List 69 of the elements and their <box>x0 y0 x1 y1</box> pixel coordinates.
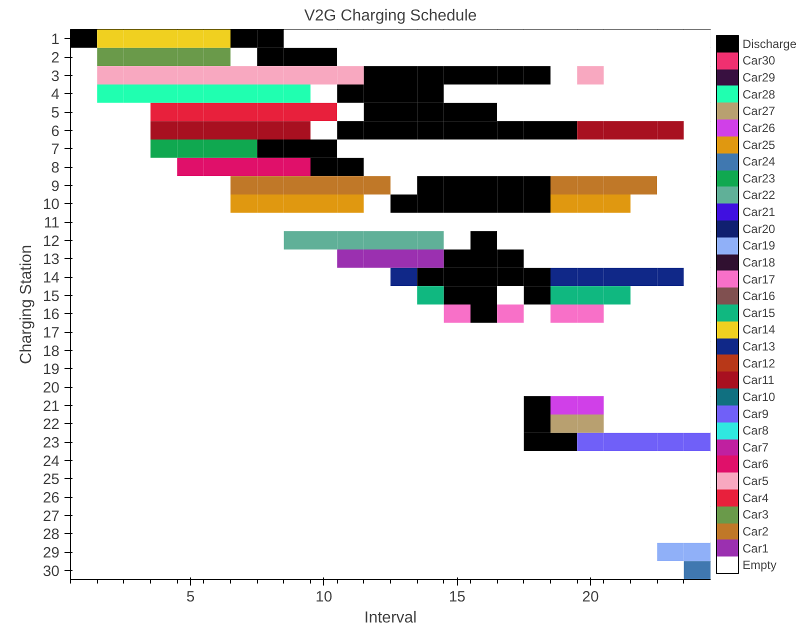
color-bar-label: Car6 <box>742 457 769 472</box>
y-tick-label: 24 <box>42 452 60 470</box>
y-tick-label: 21 <box>42 398 60 415</box>
y-tick-label: 19 <box>42 361 60 378</box>
y-tick-label: 29 <box>42 544 60 562</box>
y-tick-label: 20 <box>42 380 60 396</box>
y-tick-label: 18 <box>42 342 60 360</box>
y-tick-label: 16 <box>42 306 60 324</box>
y-tick-label: 25 <box>42 471 60 488</box>
y-tick-label: 28 <box>42 526 60 544</box>
color-bar-label: Car9 <box>742 406 769 421</box>
color-bar-label: Car19 <box>742 238 776 253</box>
y-tick-label: 22 <box>42 416 60 434</box>
x-tick-label: 15 <box>448 588 466 606</box>
color-bar-label: Car18 <box>742 255 776 270</box>
y-tick-label: 7 <box>51 141 60 158</box>
color-bar-label: Discharge <box>742 36 797 51</box>
y-tick-label: 9 <box>51 178 60 195</box>
y-tick-label: 27 <box>42 508 60 525</box>
color-bar-label: Car11 <box>742 373 775 388</box>
color-bar-label: Car16 <box>742 289 776 304</box>
color-bar-label: Car21 <box>742 205 776 220</box>
y-tick-label: 15 <box>42 288 60 305</box>
color-bar-label: Car1 <box>742 541 769 556</box>
color-bar-label: Car25 <box>742 138 776 152</box>
y-tick-label: 26 <box>42 490 60 506</box>
y-axis-title: Charging Station <box>18 244 35 364</box>
y-tick-label: 1 <box>51 31 60 48</box>
x-tick-label: 10 <box>315 588 332 606</box>
y-tick-label: 6 <box>51 122 60 140</box>
chart-title: V2G Charging Schedule <box>304 8 477 24</box>
color-bar-label: Car12 <box>742 356 776 370</box>
color-bar-label: Car26 <box>742 120 776 135</box>
color-bar-label: Car8 <box>742 424 769 438</box>
y-tick-label: 10 <box>42 196 60 214</box>
y-tick-label: 11 <box>44 214 60 232</box>
color-bar-label: Car2 <box>742 524 769 538</box>
color-bar-label: Car17 <box>742 272 776 286</box>
y-tick-label: 17 <box>42 324 60 342</box>
color-bar-label: Car23 <box>742 171 776 186</box>
color-bar-label: Car15 <box>742 306 776 320</box>
y-tick-label: 2 <box>51 50 60 66</box>
y-tick-label: 12 <box>42 232 60 250</box>
y-tick-label: 5 <box>51 104 60 122</box>
y-tick-label: 13 <box>42 251 60 268</box>
x-axis-title: Interval <box>364 610 417 626</box>
color-bar-label: Car4 <box>742 490 769 505</box>
color-bar-label: Car28 <box>742 87 776 102</box>
color-bar-label: Car30 <box>742 54 776 68</box>
x-tick-label: 20 <box>582 588 599 606</box>
y-tick-label: 30 <box>42 562 60 580</box>
color-bar-label: Car22 <box>742 188 776 202</box>
x-tick-label: 5 <box>186 588 195 606</box>
y-tick-label: 14 <box>42 270 60 286</box>
color-bar-label: Car24 <box>742 154 776 169</box>
color-bar-label: Car10 <box>742 390 776 404</box>
color-bar-label: Car29 <box>742 70 776 85</box>
y-tick-label: 23 <box>42 434 60 452</box>
y-tick-label: 8 <box>51 160 60 176</box>
color-bar-label: Car3 <box>742 508 769 522</box>
color-bar-label: Car7 <box>742 440 769 454</box>
color-bar-label: Car5 <box>742 474 769 488</box>
color-bar-label: Car13 <box>742 340 776 354</box>
y-tick-label: 3 <box>51 68 60 85</box>
y-tick-label: 4 <box>51 86 60 104</box>
color-bar-label: Empty <box>742 558 777 572</box>
color-bar-label: Car27 <box>742 104 776 118</box>
color-bar-label: Car20 <box>742 222 776 236</box>
color-bar-label: Car14 <box>742 322 776 337</box>
